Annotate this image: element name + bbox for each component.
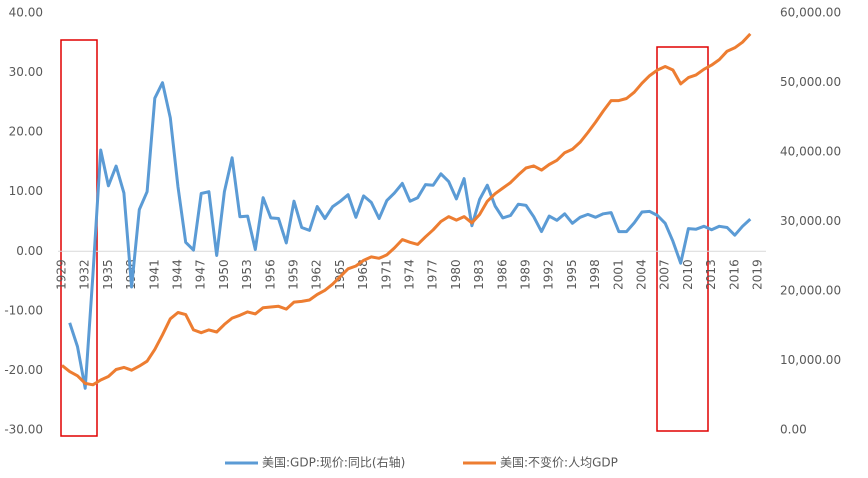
x-tick-label: 2013 [704, 259, 718, 290]
y-tick-label: -10.00 [4, 303, 43, 317]
x-tick-label: 1971 [379, 259, 393, 290]
y-tick-label: -20.00 [4, 363, 43, 377]
y2-tick-label: 10,000.00 [780, 353, 841, 367]
y2-tick-label: 60,000.00 [780, 6, 841, 20]
x-tick-label: 1941 [147, 259, 161, 290]
x-tick-label: 1980 [449, 259, 463, 290]
y-tick-label: 20.00 [9, 125, 43, 139]
y-tick-label: -30.00 [4, 423, 43, 437]
x-tick-label: 2001 [611, 259, 625, 290]
y2-tick-label: 0.00 [780, 423, 807, 437]
x-tick-label: 2019 [751, 259, 765, 290]
x-tick-label: 1989 [519, 259, 533, 290]
x-tick-label: 1998 [588, 259, 602, 290]
x-tick-label: 1929 [55, 259, 69, 290]
x-tick-label: 1953 [240, 259, 254, 290]
x-tick-label: 2007 [658, 259, 672, 290]
x-tick-label: 1983 [472, 259, 486, 290]
series-line [61, 32, 752, 387]
y2-tick-label: 50,000.00 [780, 75, 841, 89]
x-tick-label: 1995 [565, 259, 579, 290]
x-tick-label: 1932 [78, 259, 92, 290]
y2-tick-label: 30,000.00 [780, 214, 841, 228]
y-tick-label: 0.00 [16, 244, 43, 258]
legend-label: 美国:不变价:人均GDP [500, 455, 618, 470]
x-tick-label: 1965 [333, 259, 347, 290]
x-tick-label: 1968 [356, 259, 370, 290]
x-tick-label: 1959 [287, 259, 301, 290]
x-tick-label: 2016 [727, 259, 741, 290]
series-line [68, 81, 752, 390]
highlight-box [656, 46, 709, 432]
x-tick-label: 1944 [171, 259, 185, 290]
x-tick-label: 2010 [681, 259, 695, 290]
x-tick-label: 1974 [403, 259, 417, 290]
highlight-box [60, 39, 98, 437]
x-tick-label: 1986 [495, 259, 509, 290]
x-tick-label: 1947 [194, 259, 208, 290]
x-tick-label: 1956 [263, 259, 277, 290]
x-tick-label: 1962 [310, 259, 324, 290]
y2-tick-label: 20,000.00 [780, 284, 841, 298]
y-tick-label: 40.00 [9, 6, 43, 20]
x-tick-label: 1977 [426, 259, 440, 290]
y-tick-label: 30.00 [9, 65, 43, 79]
x-tick-label: 1935 [101, 259, 115, 290]
x-tick-label: 1992 [542, 259, 556, 290]
x-tick-label: 1950 [217, 259, 231, 290]
y2-tick-label: 40,000.00 [780, 145, 841, 159]
y-tick-label: 10.00 [9, 184, 43, 198]
x-tick-label: 2004 [635, 259, 649, 290]
legend-label: 美国:GDP:现价:同比(右轴) [262, 455, 405, 470]
